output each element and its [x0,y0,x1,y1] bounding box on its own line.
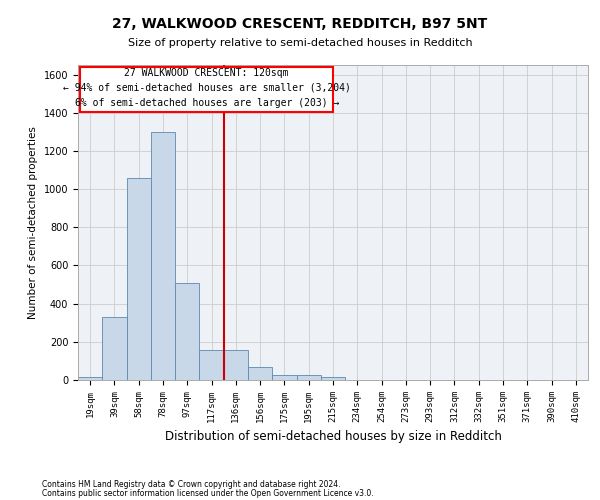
Text: Size of property relative to semi-detached houses in Redditch: Size of property relative to semi-detach… [128,38,472,48]
X-axis label: Distribution of semi-detached houses by size in Redditch: Distribution of semi-detached houses by … [164,430,502,444]
Bar [199,350,224,380]
Bar [175,282,199,380]
Text: Contains public sector information licensed under the Open Government Licence v3: Contains public sector information licen… [42,489,374,498]
Bar [102,317,127,380]
Y-axis label: Number of semi-detached properties: Number of semi-detached properties [28,126,38,319]
Text: Contains HM Land Registry data © Crown copyright and database right 2024.: Contains HM Land Registry data © Crown c… [42,480,341,489]
Bar [224,350,248,380]
Text: 27, WALKWOOD CRESCENT, REDDITCH, B97 5NT: 27, WALKWOOD CRESCENT, REDDITCH, B97 5NT [112,18,488,32]
FancyBboxPatch shape [80,67,333,112]
Bar [248,366,272,380]
Bar [151,132,175,380]
Text: 27 WALKWOOD CRESCENT: 120sqm: 27 WALKWOOD CRESCENT: 120sqm [124,68,289,78]
Bar [296,375,321,380]
Bar [272,375,296,380]
Bar [321,377,345,380]
Text: ← 94% of semi-detached houses are smaller (3,204): ← 94% of semi-detached houses are smalle… [63,83,350,93]
Bar [78,377,102,380]
Text: 6% of semi-detached houses are larger (203) →: 6% of semi-detached houses are larger (2… [74,98,339,108]
Bar [127,178,151,380]
